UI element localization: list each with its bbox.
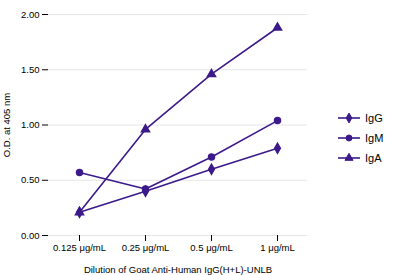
svg-text:0.5 μg/mL: 0.5 μg/mL: [190, 242, 232, 253]
svg-text:1.00: 1.00: [21, 119, 40, 130]
svg-text:O.D. at 405 nm: O.D. at 405 nm: [1, 93, 12, 158]
html-text:IgA: IgA: [365, 151, 382, 164]
svg-text:Dilution of Goat Anti-Human Ig: Dilution of Goat Anti-Human IgG(H+L)-UNL…: [84, 264, 272, 275]
svg-text:1 μg/mL: 1 μg/mL: [260, 242, 295, 253]
svg-text:0.125 μg/mL: 0.125 μg/mL: [53, 242, 106, 253]
svg-text:0.00: 0.00: [21, 230, 40, 241]
svg-text:1.50: 1.50: [21, 64, 40, 75]
svg-text:0.50: 0.50: [21, 174, 40, 185]
html-text:IgG: IgG: [365, 111, 383, 124]
html-text:IgM: IgM: [365, 131, 384, 144]
svg-text:0.25 μg/mL: 0.25 μg/mL: [122, 242, 170, 253]
svg-text:2.00: 2.00: [21, 9, 40, 20]
